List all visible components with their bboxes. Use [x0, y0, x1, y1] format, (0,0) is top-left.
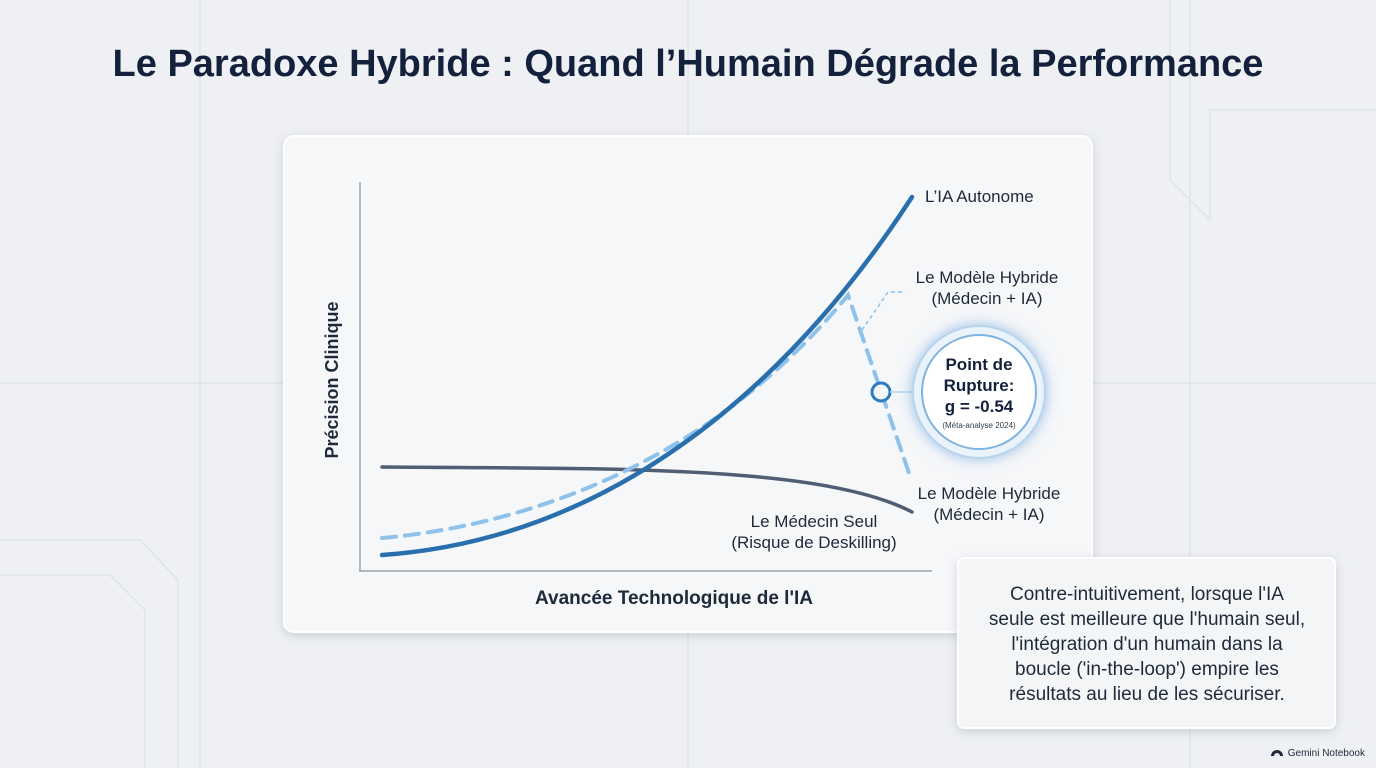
note-line: seule est meilleure que l'humain seul, [989, 609, 1305, 630]
callout-source: (Méta-analyse 2024) [942, 421, 1016, 430]
rupture-marker [870, 381, 892, 403]
curve-label: (Risque de Deskilling) [731, 533, 896, 552]
note-line: résultats au lieu de les sécuriser. [1009, 684, 1285, 705]
brand-icon [1271, 750, 1283, 756]
curve-label: (Médecin + IA) [933, 505, 1044, 524]
y-axis-label: Précision Clinique [322, 301, 342, 458]
title: Le Paradoxe Hybride : Quand l’Humain Dég… [113, 43, 1264, 85]
curve-label: Le Médecin Seul [751, 512, 878, 531]
callout-line: g = -0.54 [945, 397, 1014, 416]
doctor-curve [380, 465, 914, 514]
chart-panel [283, 135, 1093, 633]
curve-label: L’IA Autonome [925, 187, 1034, 206]
curve-label: Le Modèle Hybride [918, 484, 1061, 503]
callout-line: Rupture: [944, 376, 1015, 395]
curve-label: Le Modèle Hybride [916, 268, 1059, 287]
note-box [957, 557, 1336, 729]
note-line: l'intégration d'un humain dans la [1011, 634, 1283, 655]
x-axis-label: Avancée Technologique de l'IA [535, 588, 813, 609]
callout-circle [921, 334, 1037, 450]
note-line: boucle ('in-the-loop') empire les [1015, 659, 1279, 680]
brand: Gemini Notebook [1288, 748, 1366, 759]
curve-label: (Médecin + IA) [931, 289, 1042, 308]
callout-line: Point de [945, 355, 1012, 374]
leader-line [861, 291, 905, 331]
hybrid-curve [380, 290, 912, 540]
note-line: Contre-intuitivement, lorsque l'IA [1010, 584, 1284, 605]
ai-curve [379, 194, 915, 558]
